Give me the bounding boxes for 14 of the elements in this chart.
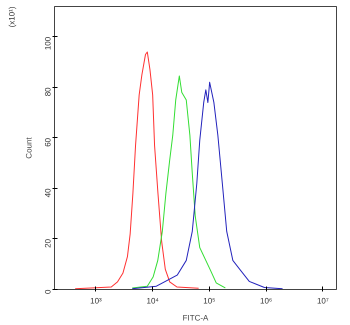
y-axis-title: Count	[24, 136, 34, 159]
x-tick-label: 10⁶	[260, 296, 272, 306]
y-tick-label: 40	[44, 188, 52, 198]
x-tick-label: 10⁵	[203, 296, 216, 306]
y-tick-label: 60	[44, 137, 52, 147]
y-tick-label: 0	[44, 288, 52, 294]
x-tick-label: 10³	[90, 296, 102, 306]
y-tick-label: 80	[44, 86, 52, 96]
y-tick-label: 20	[44, 238, 52, 248]
y-tick-label: 100	[44, 36, 52, 50]
x-tick-label: 10⁴	[146, 296, 160, 306]
text: (x10¹)	[8, 6, 16, 28]
x-axis-title: FITC-A	[182, 314, 210, 322]
x-tick-label: 10⁷	[316, 296, 329, 306]
